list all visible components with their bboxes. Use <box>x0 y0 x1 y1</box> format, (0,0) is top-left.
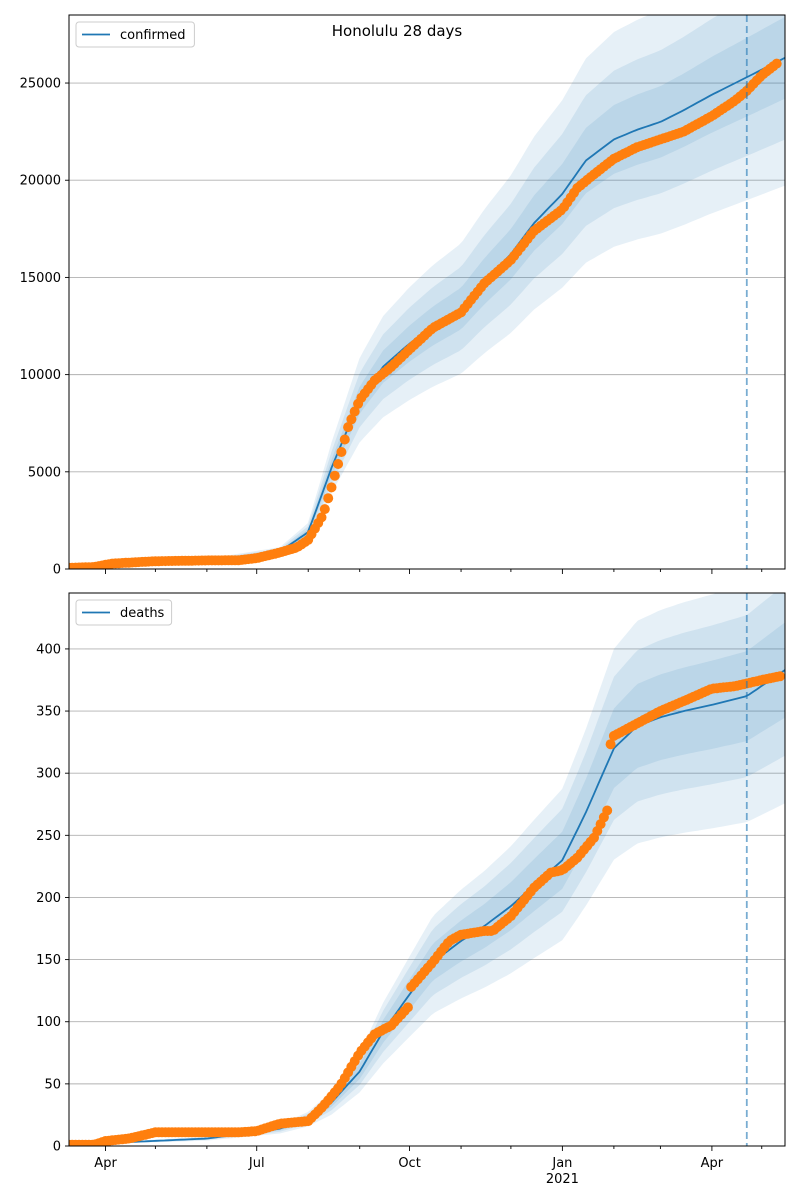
y-tick-label: 0 <box>53 1140 61 1155</box>
plot-area <box>69 15 785 569</box>
observed-point <box>349 406 360 417</box>
axes-frame <box>68 592 786 1147</box>
y-tick-label: 150 <box>36 953 61 968</box>
observed-point <box>319 504 330 515</box>
observed-point <box>605 739 616 750</box>
y-tick-label: 25000 <box>20 77 61 92</box>
observed-point <box>323 493 334 504</box>
figure-title: Honolulu 28 days <box>332 22 463 40</box>
legend-box <box>75 599 173 626</box>
uncertainty-band <box>69 15 785 569</box>
plot-area <box>69 593 785 1146</box>
y-tick-label: 250 <box>36 829 61 844</box>
y-tick-label: 15000 <box>20 271 61 286</box>
legend-label: deaths <box>120 606 165 621</box>
observed-point <box>333 459 344 469</box>
observed-point <box>329 470 340 481</box>
x-tick-label: Jan <box>551 1156 572 1171</box>
y-tick-label: 200 <box>36 891 61 906</box>
y-tick-label: 5000 <box>28 465 61 480</box>
deaths-panel: 0 50 100 150 200 250 300 350 400 Apr Jul Oct Jan Apr 2… <box>36 592 786 1187</box>
uncertainty-band <box>69 15 785 569</box>
y-tick-label: 350 <box>36 705 61 720</box>
x-tick-label: Apr <box>701 1156 724 1171</box>
observed-point <box>346 414 357 425</box>
axes-frame <box>68 14 786 570</box>
confirmed-panel: 0 5000 10000 15000 20000 25000 confirmed <box>20 14 786 578</box>
uncertainty-band <box>69 593 785 1145</box>
x-year-label: 2021 <box>546 1172 579 1187</box>
observed-point <box>771 58 782 69</box>
observed-point <box>336 447 347 457</box>
uncertainty-band <box>69 593 785 1146</box>
y-tick-label: 50 <box>44 1077 61 1092</box>
observed-point <box>602 805 613 816</box>
observed-point <box>326 482 337 493</box>
y-tick-label: 20000 <box>20 174 61 189</box>
observed-point <box>402 1002 413 1013</box>
x-tick-label: Jul <box>248 1156 265 1171</box>
y-tick-label: 100 <box>36 1015 61 1030</box>
legend-label: confirmed <box>120 28 186 43</box>
observed-point <box>343 422 354 433</box>
x-tick-label: Apr <box>94 1156 117 1171</box>
y-tick-label: 300 <box>36 767 61 782</box>
uncertainty-band <box>69 622 785 1145</box>
y-tick-label: 0 <box>53 563 61 578</box>
y-tick-label: 10000 <box>20 368 61 383</box>
observed-point <box>775 671 785 682</box>
observed-point <box>339 434 350 445</box>
legend-box <box>75 21 195 48</box>
uncertainty-band <box>69 16 785 569</box>
y-tick-label: 400 <box>36 642 61 657</box>
observed-point <box>316 512 327 523</box>
x-tick-label: Oct <box>398 1156 420 1171</box>
